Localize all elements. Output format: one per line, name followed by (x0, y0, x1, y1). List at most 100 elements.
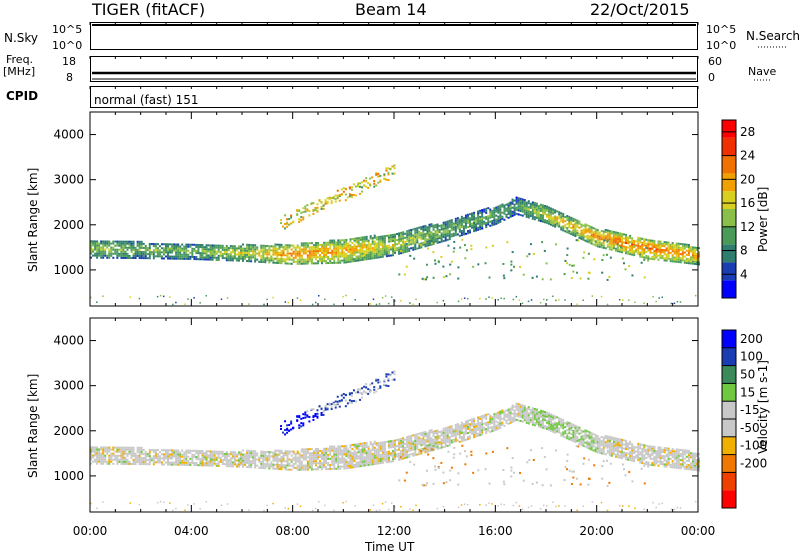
power-echo-cell (653, 258, 656, 261)
power-echo-cell (359, 242, 362, 245)
power-echo-cell (537, 217, 540, 220)
vel-echo-cell (262, 454, 265, 457)
power-echo-cell (108, 240, 111, 243)
power-echo-cell (643, 252, 646, 255)
vel-echo-cell (314, 462, 317, 465)
vel-echo-cell (260, 452, 263, 455)
vel-echo-cell (631, 457, 634, 460)
power-echo-cell (98, 242, 101, 245)
vel-echo-cell (481, 415, 484, 418)
power-echo-cell (262, 244, 265, 247)
power-echo-cell (521, 200, 524, 203)
power-echo-cell (349, 254, 352, 257)
vel-echo-cell (316, 452, 320, 455)
power-echo-cell (225, 259, 228, 262)
power-echo-cell (98, 244, 101, 247)
power-echo-cell (223, 248, 226, 251)
vel-echo-cell (288, 462, 291, 465)
vel-echo-cell (268, 455, 271, 458)
vel-echo-cell (596, 445, 599, 448)
power-echo-cell (262, 252, 265, 255)
power-echo-cell (383, 237, 386, 240)
vel-echo-cell (333, 459, 336, 462)
vel-echo-cell (201, 452, 204, 455)
power-echo-cell (138, 255, 141, 258)
vel-echo-cell (377, 458, 380, 461)
power-echo-cell (274, 247, 277, 250)
vel-echo-cell (337, 445, 340, 448)
vel-echo-cell (351, 452, 354, 455)
power-echo-cell (477, 210, 480, 213)
power-echo-cell (314, 301, 317, 304)
power-echo-cell (306, 208, 309, 211)
vel-echo-cell (306, 456, 309, 459)
power-echo-cell (314, 244, 317, 247)
vel-echo-cell (225, 465, 228, 468)
vel-echo-cell (608, 444, 611, 447)
vel-echo-cell (146, 463, 149, 466)
power-echo-cell (296, 213, 299, 216)
vel-echo-cell (274, 459, 277, 462)
vel-echo-cell (347, 456, 350, 459)
power-echo-cell (574, 230, 577, 233)
vel-echo-cell (154, 455, 157, 458)
vel-echo-cell (207, 462, 210, 465)
power-echo-cell (314, 262, 317, 265)
vel-echo-cell (464, 428, 467, 431)
power-echo-cell (260, 250, 263, 253)
power-echo-cell (548, 208, 551, 211)
power-echo-cell (355, 259, 358, 262)
vel-echo-cell (408, 439, 411, 442)
vel-echo-cell (487, 421, 490, 424)
power-echo-cell (148, 247, 151, 250)
vel-echo-cell (485, 421, 488, 424)
power-echo-cell (177, 251, 180, 254)
power-echo-cell (543, 249, 546, 252)
vel-echo-cell (316, 462, 320, 465)
power-echo-cell (181, 257, 184, 260)
vel-echo-cell (515, 406, 518, 409)
power-echo-cell (416, 247, 419, 250)
power-echo-cell (542, 298, 545, 301)
vel-echo-cell (466, 438, 469, 441)
vel-echo-cell (288, 464, 291, 467)
power-echo-cell (422, 227, 425, 230)
vel-echo-cell (156, 453, 159, 456)
power-echo-cell (412, 228, 415, 231)
power-echo-cell (132, 252, 135, 255)
power-echo-cell (523, 213, 526, 216)
power-echo-cell (120, 254, 123, 257)
power-echo-cell (185, 247, 188, 250)
vel-echo-cell (100, 448, 103, 451)
vel-echo-cell (550, 413, 553, 416)
power-echo-cell (523, 203, 526, 206)
power-echo-cell (284, 254, 287, 257)
vel-echo-cell (416, 435, 419, 438)
power-echo-cell (314, 206, 317, 209)
vel-echo-cell (531, 407, 534, 410)
vel-echo-cell (262, 452, 265, 455)
vel-echo-cell (126, 452, 129, 455)
vel-echo-cell (410, 445, 413, 448)
power-echo-cell (391, 252, 394, 255)
power-echo-cell (308, 242, 311, 245)
power-echo-cell (454, 234, 457, 237)
power-echo-cell (457, 300, 460, 303)
power-echo-cell (132, 244, 135, 247)
power-echo-cell (513, 211, 516, 214)
power-echo-cell (231, 251, 234, 254)
vel-echo-cell (347, 448, 350, 451)
vel-echo-cell (521, 404, 524, 407)
power-echo-cell (410, 233, 413, 236)
power-echo-cell (304, 207, 307, 210)
power-echo-cell (502, 274, 505, 277)
vel-echo-cell (329, 467, 332, 470)
power-echo-cell (582, 236, 585, 239)
power-echo-cell (400, 244, 403, 247)
power-echo-cell (102, 252, 105, 255)
power-echo-cell (639, 239, 642, 242)
power-echo-cell (604, 239, 607, 242)
vel-echo-cell (219, 460, 222, 463)
vel-echo-cell (140, 446, 143, 449)
power-echo-cell (324, 298, 326, 301)
